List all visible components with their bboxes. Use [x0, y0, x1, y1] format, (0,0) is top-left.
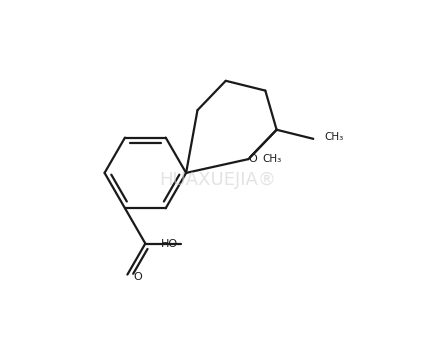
- Text: HO: HO: [161, 239, 178, 248]
- Text: HUAXUEJIA®: HUAXUEJIA®: [160, 171, 276, 189]
- Text: CH₃: CH₃: [262, 154, 281, 163]
- Text: O: O: [249, 154, 257, 164]
- Text: O: O: [134, 273, 143, 282]
- Text: CH₃: CH₃: [324, 132, 344, 142]
